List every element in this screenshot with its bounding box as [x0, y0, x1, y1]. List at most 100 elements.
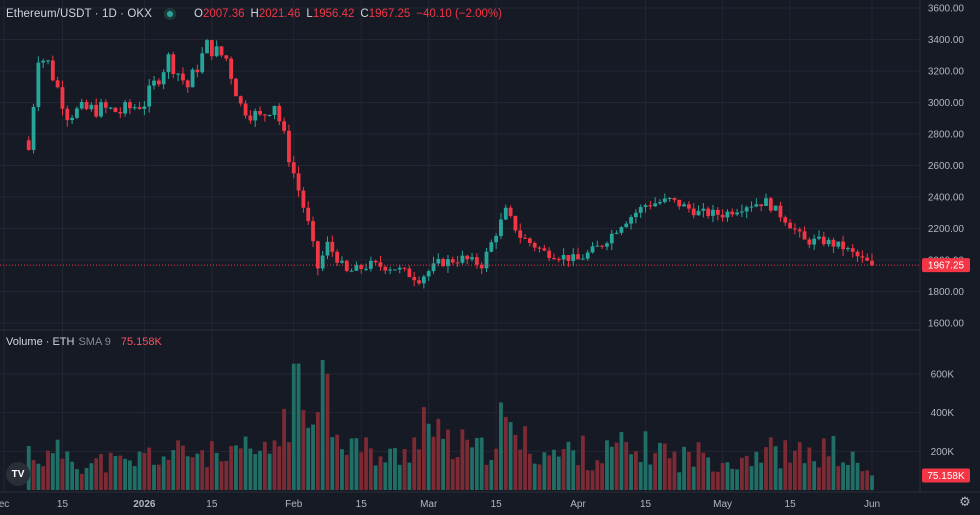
- volume-bar: [460, 429, 465, 490]
- candle: [417, 276, 421, 286]
- volume-bar: [397, 464, 402, 490]
- market-status-icon[interactable]: [163, 8, 176, 20]
- volume-bar: [614, 442, 619, 490]
- volume-bar: [94, 458, 99, 490]
- candle: [484, 247, 489, 273]
- volume-bar: [368, 448, 373, 490]
- price-tick-label: 3600.00: [928, 4, 965, 15]
- volume-bar: [234, 445, 238, 490]
- volume-tick-label: 400K: [931, 408, 955, 419]
- volume-bar: [802, 463, 807, 490]
- candle: [677, 199, 682, 210]
- candle: [46, 59, 50, 65]
- candle: [209, 39, 214, 61]
- time-tick-label: 15: [206, 499, 218, 510]
- candle: [340, 256, 344, 264]
- volume-bar: [788, 462, 792, 490]
- candle: [513, 215, 518, 233]
- candle: [142, 101, 147, 116]
- time-tick-label: Mar: [420, 499, 438, 510]
- time-tick-label: 15: [57, 499, 69, 510]
- candle: [450, 256, 455, 265]
- candle: [248, 110, 253, 124]
- volume-bar: [759, 462, 764, 490]
- candle: [118, 107, 123, 119]
- candle: [749, 201, 754, 212]
- candle: [812, 234, 817, 251]
- volume-value: 75.158K: [120, 336, 162, 348]
- volume-bar: [773, 446, 778, 490]
- volume-bar: [503, 416, 508, 490]
- volume-bar: [576, 465, 580, 490]
- candle: [474, 253, 479, 269]
- volume-bar: [296, 363, 301, 490]
- volume-bar: [388, 448, 393, 490]
- volume-bar: [701, 452, 706, 490]
- close-value: 1967.25: [368, 8, 411, 20]
- volume-bar: [412, 437, 417, 490]
- candle: [817, 230, 821, 241]
- volume-bar: [633, 451, 638, 490]
- candle: [267, 114, 272, 117]
- volume-bar: [793, 450, 797, 490]
- candle: [205, 38, 209, 54]
- volume-bar: [648, 464, 653, 490]
- volume-bar: [715, 471, 720, 490]
- close-label: C: [360, 8, 369, 20]
- price-axis[interactable]: 3600.00 3400.00 3200.00 3000.00 2800.00 2600.…: [928, 4, 965, 330]
- candle: [826, 237, 831, 247]
- candle: [711, 204, 715, 223]
- volume-bar: [821, 438, 826, 490]
- volume-bar: [527, 453, 532, 490]
- candle: [841, 235, 845, 257]
- candle: [629, 214, 633, 230]
- candle: [388, 266, 393, 275]
- open-value: 2007.36: [202, 8, 245, 20]
- volume-bar: [783, 440, 788, 490]
- volume-bar: [580, 435, 585, 490]
- chart-legend-header: Ethereum/USDT · 1D · OKX O 2007.36 H 2021.…: [6, 7, 502, 21]
- volume-bar: [200, 450, 205, 490]
- candle: [831, 237, 836, 254]
- candle: [701, 203, 706, 218]
- volume-bar: [682, 446, 686, 490]
- candle: [70, 114, 74, 124]
- candle: [229, 56, 234, 85]
- tradingview-logo[interactable]: TV: [6, 462, 30, 486]
- volume-bar: [691, 466, 696, 490]
- volume-bar: [46, 450, 50, 490]
- candle: [624, 221, 629, 228]
- volume-bar: [865, 470, 870, 490]
- volume-bar: [523, 426, 527, 490]
- candle: [518, 223, 523, 244]
- candle: [234, 77, 238, 97]
- candle: [156, 78, 161, 87]
- volume-bar: [291, 363, 296, 490]
- candle: [778, 201, 783, 222]
- candle: [609, 229, 614, 251]
- volume-bar: [306, 427, 311, 490]
- volume-bar: [686, 451, 691, 490]
- time-tick-label: 15: [356, 499, 368, 510]
- volume-bar: [103, 472, 108, 490]
- candle: [662, 193, 667, 204]
- gear-icon[interactable]: ⚙: [959, 494, 971, 509]
- volume-bar: [349, 438, 354, 490]
- candle: [330, 235, 335, 257]
- volume-bar: [340, 449, 344, 490]
- volume-title[interactable]: Volume · ETH: [6, 336, 75, 348]
- candle: [764, 193, 768, 207]
- volume-bar: [282, 408, 287, 490]
- volume-bar: [446, 429, 450, 490]
- candle: [359, 263, 364, 274]
- volume-bar: [590, 470, 595, 490]
- volume-bar: [725, 462, 730, 490]
- volume-bar: [532, 463, 537, 490]
- price-tick-label: 2800.00: [928, 130, 965, 141]
- volume-axis[interactable]: 600K 400K 200K: [931, 370, 955, 458]
- symbol-title[interactable]: Ethereum/USDT · 1D · OKX: [6, 8, 152, 20]
- time-axis[interactable]: ec 15 2026 15 Feb 15 Mar 15 Apr 15 May 15 Jun: [0, 499, 880, 510]
- candle: [566, 254, 571, 267]
- volume-bar: [778, 468, 783, 490]
